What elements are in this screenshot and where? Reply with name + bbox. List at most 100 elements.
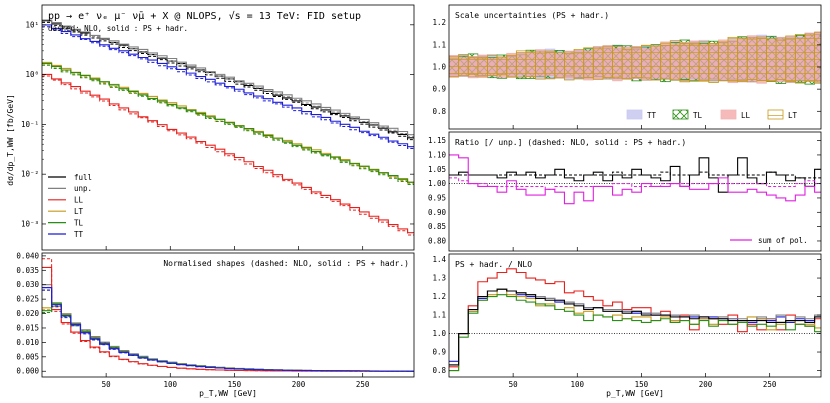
scale-band-LT xyxy=(525,51,536,78)
scale-y-tick-label: 1.2 xyxy=(432,18,446,27)
scale-band-LT xyxy=(602,45,613,78)
scale-band-LT xyxy=(814,31,821,84)
shapes-series-full-ps xyxy=(42,287,414,372)
scale-legend-swatch-TT xyxy=(626,109,643,120)
shapes-series-TT-ps xyxy=(42,287,414,372)
scale-band-LT xyxy=(650,45,662,81)
scale-band-LT xyxy=(794,34,806,83)
ratio-legend-label: sum of pol. xyxy=(758,236,808,245)
scale-band-LT xyxy=(515,50,527,78)
ps-over-nlo-panel: 1.4 1.3 1.2 1.1 1.0 0.9 0.8 50 100 150 200 250 PS +… xyxy=(432,253,822,398)
scale-band-LT xyxy=(612,45,623,78)
psnlo-title: PS + hadr. / NLO xyxy=(455,260,532,269)
main-y-tick-label: 10⁻² xyxy=(21,170,39,179)
shapes-y-tick-label: 0.015 xyxy=(16,323,39,332)
shapes-panel-frame xyxy=(41,252,415,378)
scale-y-tick-label: 0.8 xyxy=(432,107,446,116)
scale-legend-label-TT: TT xyxy=(647,111,657,120)
scale-y-tick-label: 0.9 xyxy=(432,85,446,94)
scale-band-LT xyxy=(449,56,460,77)
shapes-series-unp-nlo xyxy=(42,286,414,372)
scale-band-LT xyxy=(746,38,758,80)
scale-legend-label-TL: TL xyxy=(693,111,703,120)
scale-band-LT xyxy=(496,56,508,76)
main-y-tick-label: 10⁰ xyxy=(25,70,39,79)
scale-band-LT xyxy=(669,40,681,81)
scale-band-LT xyxy=(583,47,594,79)
main-subtitle: dashed: NLO, solid : PS + hadr. xyxy=(48,24,188,33)
main-panel-frame xyxy=(41,4,415,251)
ratio-ticks: 1.15 1.10 1.05 1.00 0.95 0.90 0.85 0.80 xyxy=(428,136,821,251)
ratio-y-tick-label: 1.00 xyxy=(428,179,447,188)
psnlo-y-tick-label: 1.1 xyxy=(432,311,446,320)
scale-y-tick-label: 1.0 xyxy=(432,63,446,72)
shapes-title: Normalised shapes (dashed: NLO, solid : … xyxy=(163,259,409,268)
scale-band-LT xyxy=(535,52,546,80)
main-series-LL-ps xyxy=(42,73,414,234)
shapes-x-tick-label: 250 xyxy=(356,380,370,389)
scale-legend-swatch-LT xyxy=(767,109,784,120)
scale-band-LT xyxy=(824,32,830,84)
ratio-series-group xyxy=(449,154,821,205)
shapes-y-tick-label: 0.040 xyxy=(16,251,39,260)
scale-legend-label-LT: LT xyxy=(788,111,798,120)
ratio-y-tick-label: 0.80 xyxy=(428,236,447,245)
legend-label-TL: TL xyxy=(74,218,84,227)
scale-band-LT xyxy=(717,41,729,81)
shapes-x-tick-label: 100 xyxy=(164,380,178,389)
shapes-y-tick-label: 0.030 xyxy=(16,280,39,289)
main-series-TT-ps xyxy=(42,24,414,148)
scale-band-LT xyxy=(679,43,690,83)
psnlo-x-tick-label: 250 xyxy=(763,380,777,389)
legend-label-LT: LT xyxy=(74,207,84,216)
main-y-tick-label: 10⁻³ xyxy=(21,219,39,228)
psnlo-panel-frame xyxy=(448,253,822,378)
ratio-y-tick-label: 1.10 xyxy=(428,150,447,159)
psnlo-series-TT xyxy=(449,288,821,362)
ratio-series-sum-PS xyxy=(449,154,821,205)
scale-band-LT xyxy=(506,54,517,78)
scale-band-LT xyxy=(544,50,556,79)
psnlo-y-tick-label: 1.4 xyxy=(432,255,446,264)
scale-title: Scale uncertainties (PS + hadr.) xyxy=(455,11,609,20)
scale-band-LT xyxy=(467,57,479,75)
scale-band-TL xyxy=(824,32,830,83)
main-y-tick-label: 10¹ xyxy=(25,20,39,29)
main-series-unp-ps xyxy=(42,19,414,136)
shapes-x-tick-label: 150 xyxy=(228,380,242,389)
main-series-LL-nlo xyxy=(42,75,414,236)
ratio-title: Ratio [/ unp.] (dashed: NLO, solid : PS … xyxy=(455,138,686,147)
scale-band-LT xyxy=(775,39,787,80)
shapes-ticks: 0.040 0.035 0.030 0.025 0.020 0.015 0.010 0.005… xyxy=(16,251,370,389)
main-series-group xyxy=(42,19,414,236)
shapes-series-unp-ps xyxy=(42,284,414,372)
psnlo-x-tick-label: 50 xyxy=(509,380,519,389)
shapes-y-tick-label: 0.000 xyxy=(16,367,39,376)
scale-legend: TT TL LL LT xyxy=(626,109,798,120)
psnlo-y-tick-label: 0.8 xyxy=(432,366,446,375)
scale-band-LT xyxy=(554,52,565,79)
scale-band-LT xyxy=(458,54,469,77)
scale-uncertainties-panel: 1.2 1.1 1.0 0.9 0.8 Scale uncertainties (PS … xyxy=(432,4,830,130)
psnlo-ticks: 1.4 1.3 1.2 1.1 1.0 0.9 0.8 50 100 150 200 250 xyxy=(432,255,821,389)
right-x-axis-label: p_T,WW [GeV] xyxy=(606,389,664,398)
ratio-series-sum-NLO xyxy=(449,177,821,190)
shapes-x-tick-label: 200 xyxy=(292,380,306,389)
scale-band-LT xyxy=(641,44,652,79)
psnlo-x-tick-label: 100 xyxy=(571,380,585,389)
scale-band-LT xyxy=(698,41,710,82)
shapes-series-TT-nlo xyxy=(42,289,414,372)
scale-band-LT xyxy=(573,48,585,79)
legend-label-unp: unp. xyxy=(74,184,92,193)
scale-band-LT xyxy=(621,49,633,80)
scale-band-TT xyxy=(824,31,830,84)
ratio-series-full-NLO xyxy=(449,171,821,179)
scale-band-LT xyxy=(737,37,748,83)
ratio-y-tick-label: 0.90 xyxy=(428,208,447,217)
psnlo-series-LT xyxy=(449,288,821,372)
main-y-tick-label: 10⁻¹ xyxy=(21,120,39,129)
scale-band-LT xyxy=(592,48,604,80)
scale-band-LT xyxy=(708,42,719,83)
psnlo-series-unp xyxy=(449,288,821,366)
